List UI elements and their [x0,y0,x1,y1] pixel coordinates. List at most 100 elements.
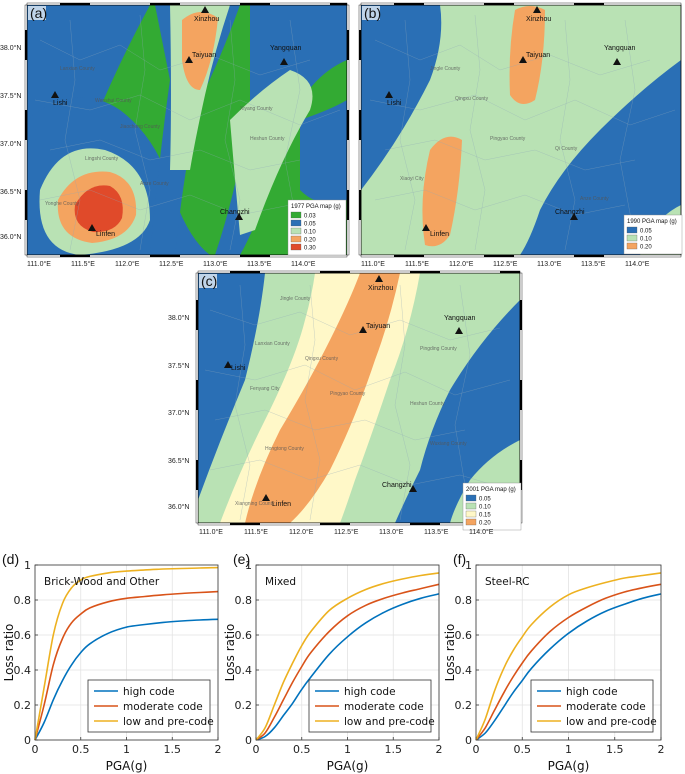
city-label-changzhi: Changzhi [555,209,585,216]
city-marker-icon [280,58,288,65]
svg-text:114.0°E: 114.0°E [625,260,650,268]
map-b-cities: Xinzhou Taiyuan Yangquan Lishi Changzhi … [385,6,636,238]
city-label-xinzhou: Xinzhou [194,16,219,23]
legend-label: low and pre-code [344,716,435,728]
y-tick-label: 1 [24,559,31,572]
legend-label: 0.05 [640,229,652,235]
series-line-high-code [475,593,662,741]
series-line-moderate-code [475,583,662,741]
series-line-low-and-pre-code [34,566,219,741]
chart-panel-d: 0 0.5 1 1.5 2 0 0.2 0.4 0.6 0.8 1 Brick-Wood and Ot… [2,551,222,773]
svg-text:Xiyang County: Xiyang County [240,106,273,112]
y-tick-label: 1 [465,559,472,572]
svg-text:Pingyao County: Pingyao County [330,391,366,397]
legend-label: low and pre-code [123,716,214,728]
city-label-changzhi: Changzhi [382,482,412,489]
svg-text:Lanxian County: Lanxian County [60,66,95,72]
city-marker-icon [519,56,527,63]
legend-swatch [465,518,477,526]
x-tick-label: 0.5 [293,743,311,756]
svg-text:36.0°N: 36.0°N [168,503,189,511]
city-label-lishi: Lishi [231,365,246,372]
city-label-lishi: Lishi [53,100,68,107]
legend-label: 0.05 [304,222,316,228]
svg-text:112.0°E: 112.0°E [115,260,140,268]
legend-label: moderate code [344,701,424,713]
map-c-panel-label: (c) [201,273,217,289]
svg-text:36.0°N: 36.0°N [0,233,21,241]
y-tick-label: 0.8 [455,594,473,607]
svg-text:Wenshui County: Wenshui County [95,98,132,104]
series-line-low-and-pre-code [475,572,662,741]
y-tick-label: 0.4 [455,664,473,677]
svg-text:112.5°E: 112.5°E [159,260,184,268]
legend-swatch [290,211,302,219]
legend-label: 0.20 [640,245,652,251]
svg-text:Yonghe County: Yonghe County [45,201,80,207]
city-marker-icon [201,6,209,13]
y-tick-label: 0.8 [235,594,253,607]
chart-legend: high code moderate code low and pre-code [530,679,657,733]
city-marker-icon [51,91,59,98]
map-a-panel-label: (a) [30,5,47,21]
svg-text:Jingle County: Jingle County [280,296,311,302]
svg-text:112.5°E: 112.5°E [334,528,359,536]
svg-text:111.5°E: 111.5°E [244,528,268,536]
svg-text:111.5°E: 111.5°E [71,260,95,268]
legend-label: 0.05 [479,497,491,503]
chart-title: Mixed [265,576,296,588]
chart-legend: high code moderate code low and pre-code [308,679,435,733]
svg-text:Pingyao County: Pingyao County [490,136,526,142]
svg-text:Xiaoyi City: Xiaoyi City [400,176,424,182]
map-a-lat-ticks: 38.0°N 37.5°N 37.0°N 36.5°N 36.0°N [0,44,21,241]
x-tick-label: 1.5 [164,743,182,756]
x-tick-label: 0.5 [72,743,90,756]
city-marker-icon [235,213,243,220]
city-marker-icon [422,224,430,231]
svg-text:37.0°N: 37.0°N [168,409,189,417]
map-a-legend: 1977 PGA map (g) 0.03 0.05 0.10 0.20 0.30 [287,199,347,256]
x-tick-label: 1 [344,743,351,756]
city-label-yangquan: Yangquan [270,45,302,52]
svg-text:Anze County: Anze County [140,181,169,187]
svg-text:112.5°E: 112.5°E [493,260,518,268]
svg-text:113.0°E: 113.0°E [379,528,404,536]
svg-text:Qingxu County: Qingxu County [305,356,339,362]
svg-text:113.5°E: 113.5°E [247,260,272,268]
legend-swatch [290,235,302,243]
x-tick-label: 2 [436,743,443,756]
svg-text:111.0°E: 111.0°E [27,260,51,268]
svg-text:Anze County: Anze County [580,196,609,202]
city-marker-icon [533,6,541,13]
x-axis-label: PGA(g) [548,759,590,773]
svg-text:Qingxu County: Qingxu County [455,96,489,102]
map-c-frame-ticks [195,270,523,526]
city-marker-icon [385,91,393,98]
city-marker-icon [224,361,232,368]
svg-text:112.0°E: 112.0°E [289,528,314,536]
map-panel-c: Jingle County Lanxian County Qingxu Count… [168,270,523,536]
y-axis-label: Loss ratio [2,624,16,682]
svg-text:Qi County: Qi County [555,146,578,152]
y-tick-label: 0.6 [14,629,32,642]
svg-text:113.0°E: 113.0°E [203,260,228,268]
x-tick-label: 0.5 [514,743,532,756]
map-c-lat-ticks: 38.0°N 37.5°N 37.0°N 36.5°N 36.0°N [168,314,189,511]
y-axis-label: Loss ratio [443,624,457,682]
city-label-changzhi: Changzhi [220,209,250,216]
map-b-frame-ticks [358,2,682,258]
map-c-cities: Xinzhou Taiyuan Yangquan Lishi Changzhi … [224,275,476,508]
x-tick-label: 1 [123,743,130,756]
axes-box [475,564,662,741]
series-line-high-code [34,618,219,741]
axes-box [34,564,219,741]
legend-swatch [290,219,302,227]
legend-swatch [465,510,477,518]
legend-label: 0.03 [304,214,316,220]
legend-title: 2001 PGA map (g) [466,487,516,493]
city-marker-icon [409,485,417,492]
legend-swatch [465,502,477,510]
legend-swatch [626,234,638,242]
legend-title: 1977 PGA map (g) [291,204,341,210]
svg-text:111.0°E: 111.0°E [361,260,385,268]
